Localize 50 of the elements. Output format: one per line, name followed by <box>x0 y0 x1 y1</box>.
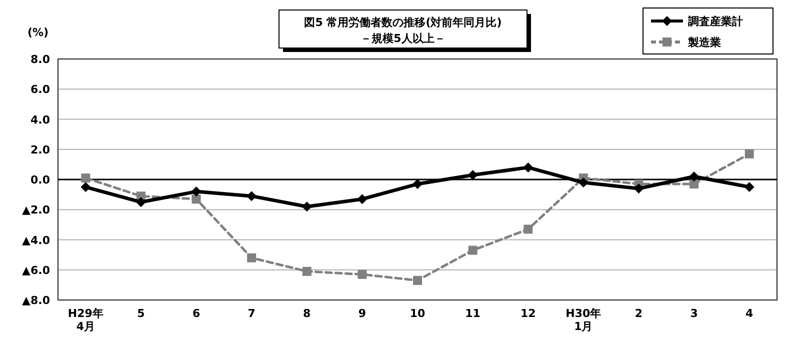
y-tick-label: ▲8.0 <box>22 294 50 307</box>
x-tick-label: H30年 1月 <box>566 307 602 334</box>
point <box>192 194 201 204</box>
x-tick-label: 6 <box>192 307 200 320</box>
point <box>413 276 422 285</box>
x-tick-label: 12 <box>520 307 536 320</box>
point <box>247 253 256 262</box>
x-tick-label: 7 <box>248 307 256 320</box>
chart-title: 図5 常用労働者数の推移(対前年同月比) <box>304 16 502 29</box>
point <box>191 186 202 197</box>
x-tick-label: 11 <box>465 307 480 320</box>
point <box>302 202 312 212</box>
point <box>81 173 90 182</box>
point <box>468 246 478 255</box>
point <box>744 182 754 192</box>
point <box>690 180 699 189</box>
y-tick-label: 6.0 <box>30 83 50 96</box>
x-tick-label: 4 <box>746 307 754 320</box>
chart-subtitle: －規模5人以上－ <box>360 32 446 45</box>
point <box>302 266 312 276</box>
point <box>744 149 754 158</box>
y-tick-label: ▲6.0 <box>22 264 50 277</box>
point <box>358 270 367 279</box>
point <box>357 194 368 204</box>
y-tick-label: 0.0 <box>30 174 50 186</box>
y-tick-label: ▲2.0 <box>22 204 50 217</box>
point <box>136 197 146 208</box>
point <box>634 184 644 194</box>
x-tick-label: 3 <box>690 307 698 320</box>
point <box>468 170 478 180</box>
legend-label: 調査産業計 <box>688 15 743 28</box>
point <box>523 162 534 172</box>
legend-label: 製造業 <box>687 36 721 49</box>
point <box>246 191 257 202</box>
y-axis-title: (%) <box>27 26 49 39</box>
point <box>80 182 91 192</box>
x-tick-label: 8 <box>303 307 311 320</box>
point <box>689 171 700 182</box>
x-tick-label: 5 <box>137 307 145 320</box>
point <box>524 224 533 234</box>
x-tick-label: 2 <box>634 307 643 320</box>
x-tick-label: 9 <box>358 307 366 320</box>
y-tick-label: 4.0 <box>30 113 50 126</box>
x-tick-label: 10 <box>410 307 426 320</box>
x-tick-label: H29年 4月 <box>68 307 104 334</box>
y-tick-label: 2.0 <box>30 143 50 156</box>
y-tick-label: 8.0 <box>30 53 50 66</box>
point <box>578 178 588 188</box>
y-tick-label: ▲4.0 <box>22 234 50 247</box>
point <box>412 179 422 190</box>
